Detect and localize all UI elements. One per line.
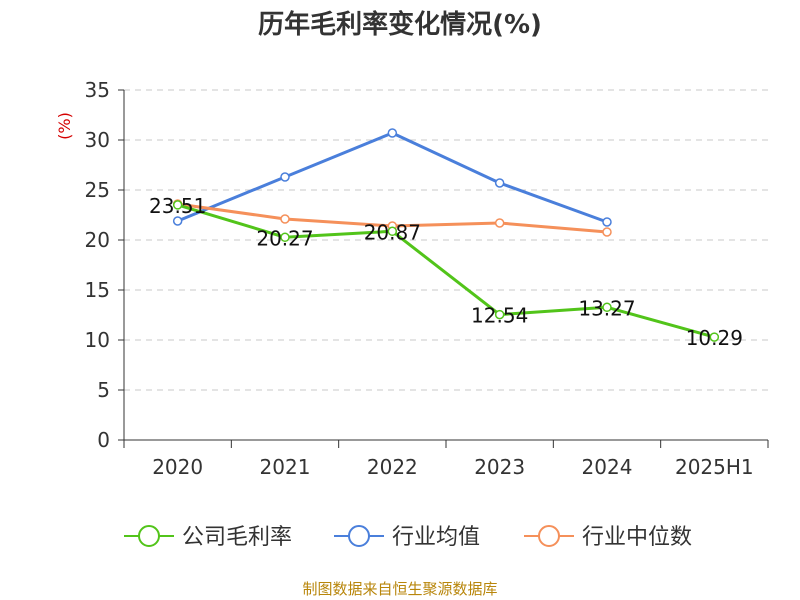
x-tick-label: 2024 [582, 455, 633, 479]
legend-marker [538, 525, 560, 547]
data-label: 23.51 [149, 194, 206, 218]
series-line [177, 203, 715, 339]
x-tick-label: 2021 [260, 455, 311, 479]
data-point [709, 332, 720, 342]
y-tick-label: 10 [85, 328, 110, 352]
axes: 0 5 10 15 20 25 30 35 2020 2021 2022 2023 2024 2025H1 [85, 78, 769, 479]
data-point [602, 302, 612, 313]
data-point [280, 172, 290, 182]
x-tick-label: 2025H1 [675, 455, 754, 479]
grid-lines [124, 89, 768, 391]
data-point [602, 227, 612, 237]
data-point [280, 214, 290, 224]
data-label: 10.29 [686, 326, 743, 350]
data-point [494, 309, 505, 320]
data-point [387, 226, 398, 237]
chart-title: 历年毛利率变化情况(%) [258, 10, 542, 40]
legend-label: 行业均值 [392, 525, 480, 550]
y-tick-label: 5 [97, 378, 110, 402]
source-note: 制图数据来自恒生聚源数据库 [302, 580, 498, 598]
data-label: 12.54 [471, 304, 528, 328]
data-labels-layer: 23.51 20.27 20.87 12.54 13.27 10.29 [149, 194, 743, 350]
data-point [494, 218, 505, 228]
y-tick-label: 25 [85, 178, 110, 202]
y-axis-label: (%) [55, 112, 74, 140]
legend-item[interactable]: 行业均值 [334, 525, 480, 550]
y-tick-label: 0 [97, 428, 110, 452]
y-tick-label: 35 [85, 78, 110, 102]
legend: 公司毛利率 行业均值 行业中位数 [124, 525, 692, 550]
legend-marker [348, 525, 370, 547]
series-layer [172, 128, 720, 342]
legend-label: 公司毛利率 [182, 525, 292, 550]
x-tick-label: 2020 [152, 455, 203, 479]
legend-item[interactable]: 行业中位数 [524, 525, 692, 550]
legend-item[interactable]: 公司毛利率 [124, 525, 292, 550]
y-tick-label: 30 [85, 128, 110, 152]
legend-marker [138, 525, 160, 547]
legend-label: 行业中位数 [582, 525, 692, 550]
data-label: 13.27 [578, 296, 635, 320]
data-point [494, 178, 505, 188]
y-tick-label: 20 [85, 228, 110, 252]
data-point [280, 232, 290, 243]
data-point [172, 216, 183, 226]
data-label: 20.27 [256, 226, 313, 250]
data-point [602, 217, 612, 227]
data-label: 20.87 [364, 220, 421, 244]
series-0 [172, 200, 720, 342]
data-point [172, 200, 183, 210]
x-tick-label: 2023 [474, 455, 525, 479]
data-point [387, 128, 398, 138]
x-tick-label: 2022 [367, 455, 418, 479]
y-tick-label: 15 [85, 278, 110, 302]
series-line [177, 131, 608, 224]
series-1 [172, 128, 612, 227]
